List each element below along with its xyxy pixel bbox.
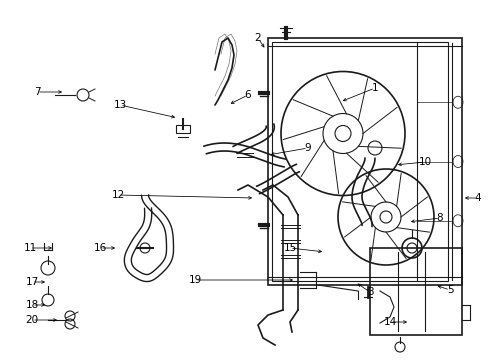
Text: 2: 2 [254, 33, 261, 43]
Text: 8: 8 [436, 213, 443, 223]
Text: 14: 14 [383, 317, 396, 327]
Text: 17: 17 [25, 277, 39, 287]
Bar [267, 38, 461, 285]
Text: 9: 9 [304, 143, 311, 153]
Text: 5: 5 [446, 285, 452, 295]
Text: 1: 1 [371, 83, 378, 93]
Text: 3: 3 [366, 287, 372, 297]
Bar [369, 248, 461, 335]
Text: 16: 16 [93, 243, 106, 253]
Text: 4: 4 [474, 193, 480, 203]
Text: 13: 13 [113, 100, 126, 110]
Bar [271, 42, 447, 281]
Bar [176, 125, 190, 133]
Text: 18: 18 [25, 300, 39, 310]
Text: 7: 7 [34, 87, 40, 97]
Text: 19: 19 [188, 275, 201, 285]
Text: 6: 6 [244, 90, 251, 100]
Text: 10: 10 [418, 157, 431, 167]
Text: 15: 15 [283, 243, 296, 253]
Text: 11: 11 [23, 243, 37, 253]
Text: 12: 12 [111, 190, 124, 200]
Text: 20: 20 [25, 315, 39, 325]
